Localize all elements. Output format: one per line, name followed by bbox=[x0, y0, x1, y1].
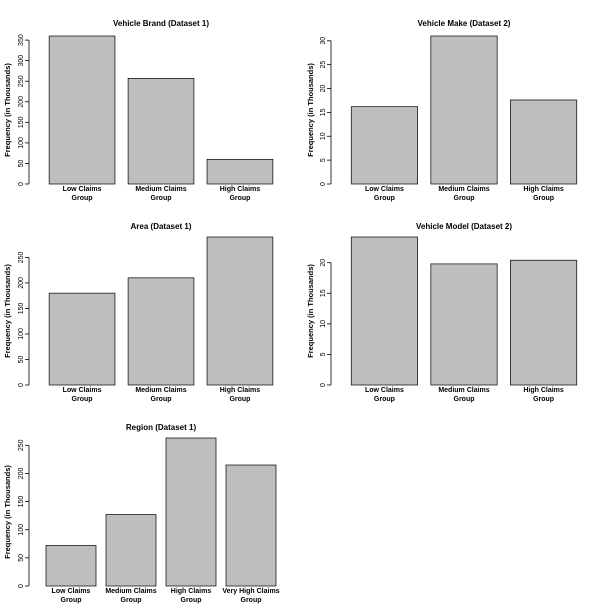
chart-3-category-label: Group bbox=[229, 396, 250, 403]
chart-3-bar bbox=[48, 292, 116, 386]
chart-1-ylabel: Frequency (in Thousands) bbox=[3, 63, 12, 157]
chart-3-ytick-label: 250 bbox=[18, 251, 25, 263]
chart-4-bar bbox=[350, 236, 418, 386]
chart-3-category-label: Low Claims bbox=[63, 387, 102, 394]
chart-4-category-label: High Claims bbox=[523, 387, 564, 394]
chart-5-category-label: Group bbox=[181, 597, 202, 604]
chart-2-category-label: Group bbox=[533, 195, 554, 202]
chart-2-category-label: Low Claims bbox=[365, 186, 404, 193]
chart-2-ytick-label: 15 bbox=[320, 108, 327, 116]
chart-3-ytick-label: 150 bbox=[18, 303, 25, 315]
chart-3-ylabel: Frequency (in Thousands) bbox=[3, 264, 12, 358]
chart-5-title: Region (Dataset 1) bbox=[126, 423, 197, 432]
chart-5-ylabel: Frequency (in Thousands) bbox=[3, 465, 12, 559]
chart-5-category-label: Very High Claims bbox=[222, 588, 279, 595]
chart-4-category-label: Group bbox=[533, 396, 554, 403]
chart-3-category-label: Medium Claims bbox=[135, 387, 186, 394]
chart-5-ytick-label: 250 bbox=[18, 439, 25, 451]
chart-5-bar bbox=[225, 464, 277, 587]
chart-2-bar bbox=[510, 99, 578, 185]
chart-1-bar bbox=[206, 158, 274, 185]
chart-5-ytick-label: 50 bbox=[18, 554, 25, 562]
chart-3-ytick-label: 200 bbox=[18, 277, 25, 289]
chart-2-category-label: High Claims bbox=[523, 186, 564, 193]
chart-5-ytick-label: 0 bbox=[18, 584, 25, 588]
chart-2-category-label: Group bbox=[374, 195, 395, 202]
chart-4-ytick-label: 15 bbox=[320, 289, 327, 297]
chart-5-category-label: High Claims bbox=[171, 588, 212, 595]
chart-1-category-label: Medium Claims bbox=[135, 186, 186, 193]
chart-1-category-label: Low Claims bbox=[63, 186, 102, 193]
chart-4-category-label: Group bbox=[454, 396, 475, 403]
chart-5-bar bbox=[165, 437, 217, 587]
chart-1-category-label: High Claims bbox=[220, 186, 261, 193]
chart-1-bar bbox=[127, 77, 195, 185]
chart-1-ytick-label: 350 bbox=[18, 34, 25, 46]
chart-2-title: Vehicle Make (Dataset 2) bbox=[418, 19, 511, 28]
chart-5-category-label: Medium Claims bbox=[105, 588, 156, 595]
chart-1-category-label: Group bbox=[72, 195, 93, 202]
chart-3-title: Area (Dataset 1) bbox=[131, 222, 192, 231]
chart-4-ytick-label: 10 bbox=[320, 320, 327, 328]
chart-4-category-label: Medium Claims bbox=[438, 387, 489, 394]
chart-2-ytick-label: 10 bbox=[320, 132, 327, 140]
chart-4-ytick-label: 20 bbox=[320, 259, 327, 267]
chart-2-bar bbox=[430, 35, 498, 185]
chart-5-ytick-label: 150 bbox=[18, 496, 25, 508]
chart-3-ytick-label: 0 bbox=[18, 383, 25, 387]
chart-5-bar bbox=[105, 514, 157, 587]
chart-3-bar bbox=[206, 236, 274, 386]
chart-5-ytick-label: 100 bbox=[18, 524, 25, 536]
chart-3-bar bbox=[127, 277, 195, 386]
chart-3-category-label: High Claims bbox=[220, 387, 261, 394]
chart-1-category-label: Group bbox=[151, 195, 172, 202]
chart-2-ytick-label: 20 bbox=[320, 85, 327, 93]
chart-2-ytick-label: 5 bbox=[320, 158, 327, 162]
chart-5-category-label: Group bbox=[61, 597, 82, 604]
chart-4-category-label: Group bbox=[374, 396, 395, 403]
chart-4-ytick-label: 5 bbox=[320, 352, 327, 356]
chart-3-ytick-label: 50 bbox=[18, 355, 25, 363]
chart-1-ytick-label: 0 bbox=[18, 182, 25, 186]
chart-3-category-label: Group bbox=[72, 396, 93, 403]
chart-4-category-label: Low Claims bbox=[365, 387, 404, 394]
chart-2-bar bbox=[350, 106, 418, 185]
chart-2-category-label: Medium Claims bbox=[438, 186, 489, 193]
chart-1-category-label: Group bbox=[229, 195, 250, 202]
chart-1-ytick-label: 300 bbox=[18, 55, 25, 67]
chart-2-ytick-label: 0 bbox=[320, 182, 327, 186]
chart-5-category-label: Low Claims bbox=[52, 588, 91, 595]
chart-1-ytick-label: 250 bbox=[18, 75, 25, 87]
chart-1-ytick-label: 50 bbox=[18, 159, 25, 167]
chart-5-category-label: Group bbox=[241, 597, 262, 604]
chart-5-ytick-label: 200 bbox=[18, 468, 25, 480]
chart-1-ytick-label: 100 bbox=[18, 137, 25, 149]
chart-2-ytick-label: 30 bbox=[320, 37, 327, 45]
chart-2-category-label: Group bbox=[454, 195, 475, 202]
chart-2-ytick-label: 25 bbox=[320, 61, 327, 69]
chart-1-ytick-label: 150 bbox=[18, 116, 25, 128]
chart-4-ytick-label: 0 bbox=[320, 383, 327, 387]
chart-1-bar bbox=[48, 35, 116, 185]
chart-4-ylabel: Frequency (in Thousands) bbox=[306, 264, 315, 358]
chart-3-ytick-label: 100 bbox=[18, 328, 25, 340]
chart-3-category-label: Group bbox=[151, 396, 172, 403]
chart-1-title: Vehicle Brand (Dataset 1) bbox=[113, 19, 209, 28]
chart-1-ytick-label: 200 bbox=[18, 96, 25, 108]
chart-4-title: Vehicle Model (Dataset 2) bbox=[416, 222, 512, 231]
chart-4-bar bbox=[510, 259, 578, 386]
chart-5-category-label: Group bbox=[121, 597, 142, 604]
chart-4-bar bbox=[430, 263, 498, 386]
chart-5-bar bbox=[45, 545, 97, 587]
chart-2-ylabel: Frequency (in Thousands) bbox=[306, 63, 315, 157]
